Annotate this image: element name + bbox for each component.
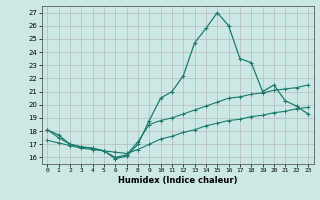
X-axis label: Humidex (Indice chaleur): Humidex (Indice chaleur) xyxy=(118,176,237,185)
